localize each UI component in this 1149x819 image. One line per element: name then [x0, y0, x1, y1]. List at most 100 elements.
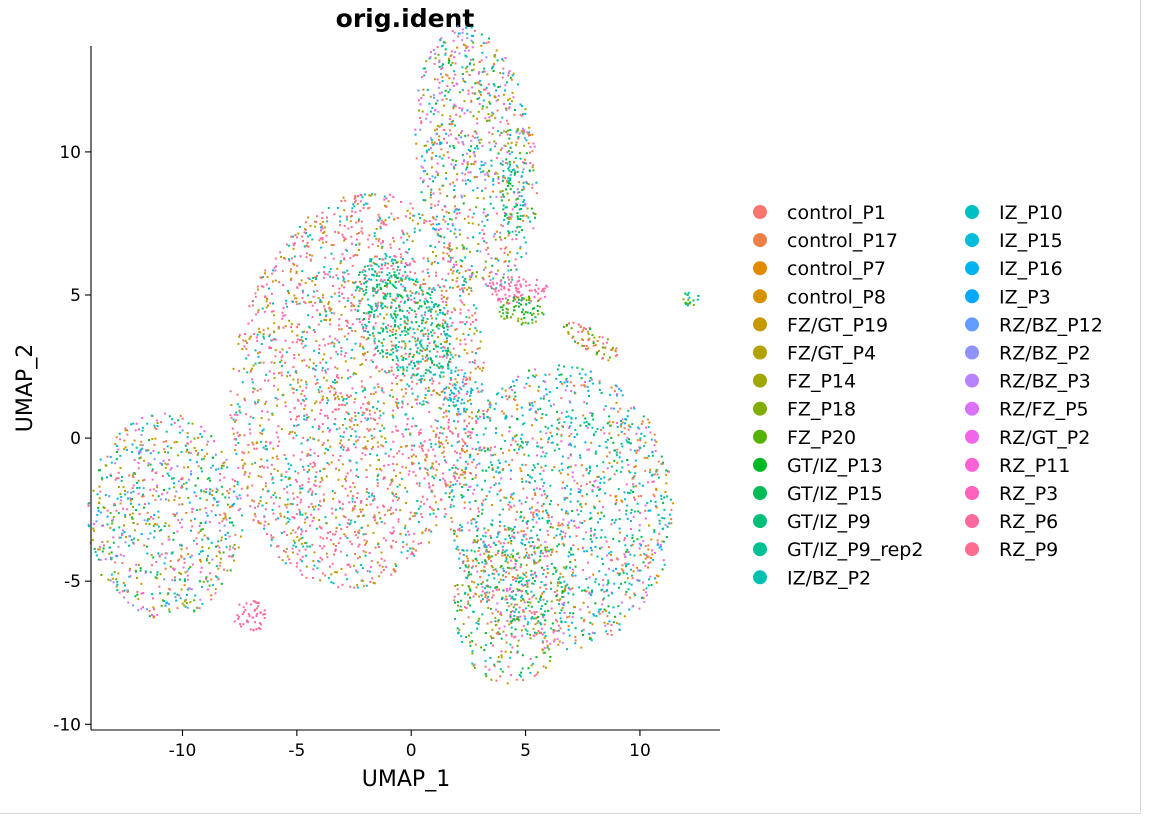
- scatter-point: [461, 172, 464, 175]
- scatter-point: [426, 257, 429, 260]
- scatter-point: [333, 423, 336, 426]
- scatter-point: [445, 352, 448, 355]
- scatter-point: [354, 501, 357, 504]
- scatter-point: [402, 545, 405, 548]
- scatter-point: [390, 366, 393, 369]
- scatter-point: [454, 466, 457, 469]
- scatter-point: [463, 507, 466, 509]
- scatter-point: [434, 443, 437, 446]
- scatter-point: [298, 526, 300, 529]
- scatter-point: [432, 380, 435, 383]
- scatter-point: [484, 594, 487, 597]
- scatter-point: [385, 205, 388, 208]
- scatter-point: [483, 208, 486, 211]
- scatter-point: [562, 590, 565, 593]
- scatter-point: [399, 256, 402, 259]
- scatter-point: [432, 143, 435, 146]
- scatter-point: [598, 382, 601, 385]
- scatter-point: [336, 395, 339, 398]
- scatter-point: [421, 531, 424, 534]
- scatter-point: [536, 441, 539, 444]
- scatter-point: [313, 564, 316, 567]
- scatter-point: [292, 235, 295, 238]
- scatter-point: [268, 370, 271, 373]
- scatter-point: [629, 471, 632, 474]
- scatter-point: [471, 272, 473, 275]
- scatter-point: [620, 430, 623, 433]
- scatter-point: [284, 314, 287, 317]
- scatter-point: [275, 545, 278, 548]
- scatter-point: [394, 310, 397, 313]
- scatter-point: [562, 542, 565, 545]
- scatter-point: [294, 370, 297, 373]
- scatter-point: [625, 563, 628, 566]
- scatter-point: [342, 271, 344, 274]
- scatter-point: [244, 471, 247, 473]
- scatter-point: [404, 357, 407, 360]
- scatter-point: [459, 452, 462, 455]
- scatter-point: [292, 300, 294, 303]
- scatter-point: [532, 525, 535, 528]
- scatter-point: [380, 557, 383, 560]
- scatter-point: [461, 39, 464, 42]
- scatter-point: [384, 219, 387, 222]
- scatter-point: [531, 506, 533, 509]
- scatter-point: [495, 195, 498, 198]
- scatter-point: [300, 392, 303, 395]
- scatter-point: [498, 482, 501, 485]
- scatter-point: [492, 183, 495, 186]
- scatter-point: [627, 551, 630, 553]
- scatter-point: [304, 512, 307, 515]
- scatter-point: [321, 238, 324, 241]
- scatter-point: [380, 551, 383, 554]
- scatter-point: [309, 448, 312, 451]
- scatter-point: [311, 543, 314, 546]
- scatter-point: [396, 217, 399, 219]
- scatter-point: [519, 615, 522, 618]
- scatter-point: [392, 262, 394, 265]
- scatter-point: [254, 515, 257, 518]
- scatter-point: [448, 211, 450, 214]
- scatter-point: [425, 151, 428, 154]
- scatter-point: [359, 287, 362, 290]
- scatter-point: [461, 260, 464, 263]
- scatter-point: [334, 545, 337, 547]
- scatter-point: [535, 419, 538, 422]
- scatter-point: [325, 552, 328, 555]
- scatter-point: [626, 534, 628, 537]
- scatter-point: [571, 616, 574, 618]
- scatter-point: [466, 32, 469, 35]
- scatter-point: [542, 380, 545, 383]
- scatter-point: [460, 265, 462, 267]
- scatter-point: [382, 329, 385, 332]
- scatter-point: [476, 197, 479, 200]
- scatter-point: [428, 148, 430, 151]
- scatter-point: [461, 496, 464, 499]
- scatter-point: [603, 408, 606, 411]
- scatter-point: [644, 504, 647, 507]
- scatter-point: [282, 326, 285, 329]
- scatter-point: [338, 287, 341, 290]
- scatter-point: [308, 253, 311, 256]
- scatter-point: [482, 268, 485, 271]
- scatter-point: [368, 413, 371, 416]
- scatter-point: [406, 274, 409, 277]
- scatter-point: [482, 409, 485, 412]
- scatter-point: [278, 372, 281, 375]
- scatter-point: [623, 553, 626, 556]
- scatter-point: [346, 218, 348, 221]
- scatter-point: [506, 589, 509, 592]
- scatter-point: [648, 524, 651, 527]
- scatter-point: [506, 181, 509, 184]
- scatter-point: [612, 569, 615, 572]
- scatter-point: [423, 477, 426, 480]
- scatter-point: [481, 189, 483, 192]
- scatter-point: [480, 512, 483, 515]
- scatter-point: [377, 245, 380, 248]
- scatter-point: [399, 300, 402, 303]
- scatter-point: [360, 499, 363, 502]
- scatter-point: [265, 482, 267, 485]
- scatter-point: [627, 441, 630, 444]
- scatter-point: [412, 462, 415, 465]
